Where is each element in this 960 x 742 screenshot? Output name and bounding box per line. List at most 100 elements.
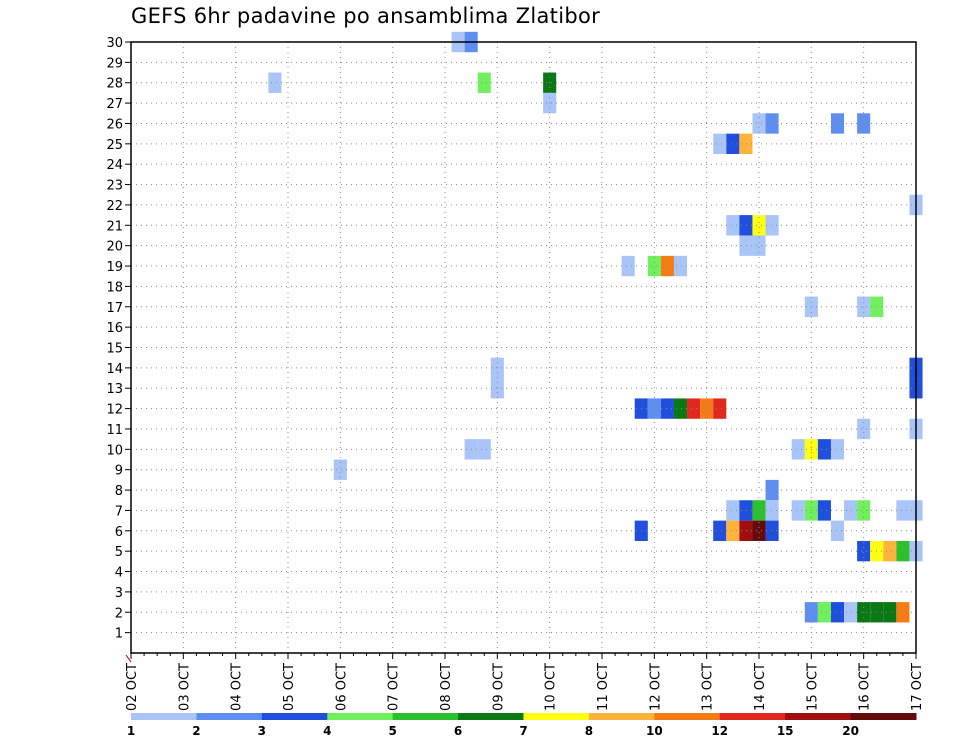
y-tick-label: 5 bbox=[115, 545, 123, 560]
heatmap-cell bbox=[765, 479, 779, 501]
y-tick-label: 27 bbox=[106, 97, 123, 112]
heatmap-cell bbox=[765, 500, 779, 521]
y-tick-label: 3 bbox=[115, 586, 123, 601]
heatmap-cell bbox=[268, 72, 282, 93]
y-tick-label: 4 bbox=[115, 566, 123, 581]
heatmap-cell bbox=[817, 500, 831, 521]
x-tick-label: 03 OCT bbox=[177, 663, 192, 711]
colorbar-label: 3 bbox=[258, 724, 266, 738]
heatmap-cell bbox=[752, 235, 766, 256]
x-tick-label: 08 OCT bbox=[439, 663, 454, 711]
x-tick-label: 16 OCT bbox=[858, 663, 873, 711]
y-tick-label: 11 bbox=[106, 423, 123, 438]
heatmap-cell bbox=[896, 540, 910, 562]
x-tick-label: 12 OCT bbox=[648, 663, 663, 711]
colorbar-label: 20 bbox=[842, 724, 859, 738]
heatmap-cell bbox=[739, 520, 753, 541]
y-tick-label: 10 bbox=[106, 443, 123, 458]
heatmap-cell bbox=[713, 133, 727, 155]
heatmap-cell bbox=[791, 500, 805, 521]
colorbar-swatch bbox=[392, 713, 459, 720]
heatmap-cell bbox=[752, 113, 766, 134]
colorbar-swatch bbox=[654, 713, 721, 720]
heatmap-cell bbox=[726, 500, 740, 521]
y-tick-label: 8 bbox=[115, 484, 123, 499]
heatmap-cell bbox=[713, 398, 727, 419]
y-tick-label: 22 bbox=[106, 199, 123, 214]
x-tick-label: 02 OCT bbox=[125, 663, 140, 711]
x-tick-label: 07 OCT bbox=[387, 663, 402, 711]
y-tick-label: 21 bbox=[106, 219, 123, 234]
y-tick-label: 12 bbox=[106, 403, 123, 418]
heatmap-cell bbox=[791, 439, 805, 460]
y-tick-label: 24 bbox=[106, 158, 123, 173]
x-tick-label: 09 OCT bbox=[491, 663, 506, 711]
x-tick-label: 11 OCT bbox=[596, 663, 611, 711]
heatmap-cell bbox=[739, 500, 753, 521]
plot-frame bbox=[130, 41, 917, 654]
heatmap-cell bbox=[660, 255, 674, 277]
heatmap-cell bbox=[739, 235, 753, 256]
colorbar-label: 2 bbox=[192, 724, 200, 738]
y-tick-label: 6 bbox=[115, 525, 123, 540]
grid-layer bbox=[131, 42, 916, 653]
heatmap-cell bbox=[687, 398, 701, 419]
heatmap-cell bbox=[647, 255, 661, 277]
y-tick-label: 29 bbox=[106, 56, 123, 71]
colorbar-label: 15 bbox=[777, 724, 794, 738]
colorbar-label: 10 bbox=[646, 724, 663, 738]
x-tick-label: 15 OCT bbox=[805, 663, 820, 711]
y-tick-label: 28 bbox=[106, 77, 123, 92]
y-tick-label: 14 bbox=[106, 362, 123, 377]
colorbar-swatch bbox=[458, 713, 524, 720]
heatmap-cell bbox=[830, 439, 845, 460]
colorbar-label: 1 bbox=[127, 724, 135, 738]
chart-title: GEFS 6hr padavine po ansamblima Zlatibor bbox=[131, 4, 601, 28]
colorbar-swatch bbox=[327, 713, 394, 720]
y-tick-label: 2 bbox=[115, 606, 123, 621]
colorbar-swatch bbox=[719, 713, 786, 720]
heatmap-cell bbox=[817, 439, 831, 460]
heatmap-cell bbox=[896, 500, 910, 521]
y-tick-label: 7 bbox=[115, 504, 123, 519]
heatmap-cell bbox=[673, 255, 688, 277]
heatmap-cell bbox=[857, 540, 871, 562]
heatmap-cell bbox=[726, 520, 740, 541]
heatmap-cell bbox=[739, 215, 753, 236]
heatmap-cell bbox=[647, 398, 661, 419]
colorbar-swatch bbox=[785, 713, 852, 720]
heatmap-cell bbox=[739, 133, 753, 155]
y-tick-label: 19 bbox=[106, 260, 123, 275]
x-tick-label: 05 OCT bbox=[282, 663, 297, 711]
heatmap-cell bbox=[817, 602, 831, 623]
heatmap-cell bbox=[857, 113, 871, 134]
heatmap-cell bbox=[333, 459, 347, 480]
heatmap-cell bbox=[713, 520, 727, 541]
heatmap-cell bbox=[857, 500, 871, 521]
colorbar-swatch bbox=[588, 713, 655, 720]
x-tick-label: 06 OCT bbox=[334, 663, 349, 711]
heatmap-cell bbox=[830, 520, 845, 541]
heatmap-cell bbox=[726, 133, 740, 155]
colorbar-label: 4 bbox=[323, 724, 331, 738]
y-tick-label: 23 bbox=[106, 179, 123, 194]
colorbar-swatch bbox=[261, 713, 328, 720]
y-tick-label: 25 bbox=[106, 138, 123, 153]
colorbar-label: 8 bbox=[585, 724, 593, 738]
heatmap-cell bbox=[477, 439, 491, 460]
heatmap-cell bbox=[660, 398, 674, 419]
colorbar-label: 12 bbox=[711, 724, 728, 738]
heatmap-cell bbox=[477, 72, 491, 93]
y-tick-label: 16 bbox=[106, 321, 123, 336]
heatmap-cell bbox=[883, 602, 897, 623]
heatmap-cell bbox=[543, 92, 557, 114]
y-tick-label: 15 bbox=[106, 342, 123, 357]
heatmap-cell bbox=[896, 602, 910, 623]
heatmap-cell bbox=[830, 113, 845, 134]
heatmap-cell bbox=[673, 398, 688, 419]
heatmap-cell bbox=[883, 540, 897, 562]
x-axis: 02 OCT 03 OCT 04 OCT 05 OCT 06 OCT 07 OCT 08 O… bbox=[125, 653, 925, 711]
x-tick-label: 04 OCT bbox=[230, 663, 245, 711]
heatmap-cell bbox=[752, 215, 766, 236]
